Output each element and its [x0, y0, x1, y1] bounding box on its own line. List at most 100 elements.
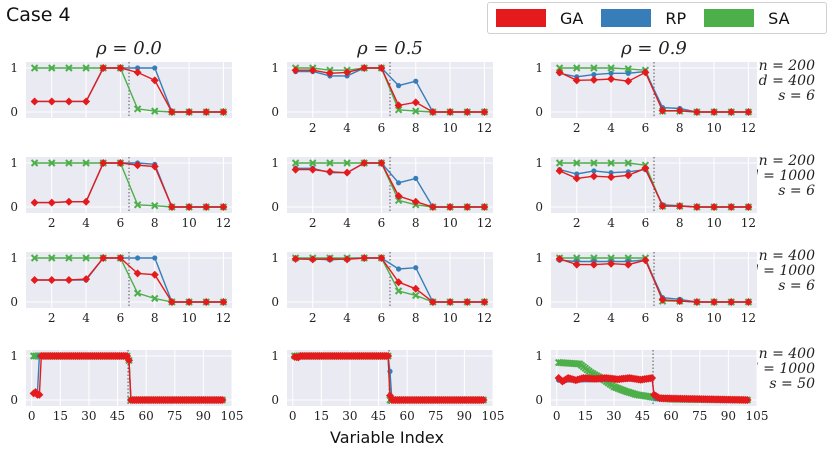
point-rp — [608, 70, 614, 76]
x-tick-label: 10 — [706, 311, 721, 325]
x-tick-label: 105 — [221, 409, 244, 423]
point-ga — [589, 75, 598, 84]
point-ga — [377, 64, 386, 72]
point-ga — [572, 260, 581, 269]
point-ga — [325, 254, 334, 263]
point-ga — [218, 396, 227, 404]
point-ga — [64, 276, 73, 284]
point-ga — [648, 374, 657, 382]
x-tick-label: 10 — [706, 216, 721, 230]
point-ga — [744, 298, 753, 306]
point-sa — [30, 254, 39, 262]
point-rp — [574, 171, 580, 177]
y-tick-label: 0 — [271, 393, 279, 407]
row-label-0-2: s = 6 — [778, 88, 815, 104]
point-sa — [394, 287, 403, 295]
legend-swatch-sa — [704, 9, 755, 27]
point-rp — [395, 266, 402, 272]
point-sa — [82, 159, 90, 167]
y-tick-label: 1 — [10, 349, 18, 363]
x-tick-label: 6 — [117, 311, 125, 325]
point-ga — [446, 203, 455, 211]
point-ga — [658, 202, 667, 211]
point-sa — [30, 159, 39, 167]
point-ga — [744, 203, 753, 211]
x-tick-label: 8 — [412, 121, 420, 135]
point-sa — [48, 254, 56, 262]
x-tick-label: 8 — [151, 311, 159, 325]
point-ga — [219, 203, 228, 211]
x-tick-label: 8 — [676, 216, 684, 230]
point-ga — [99, 159, 108, 167]
x-tick-label: 2 — [309, 121, 317, 135]
point-rp — [591, 72, 597, 78]
point-ga — [589, 260, 598, 269]
legend-swatch-ga — [496, 9, 546, 27]
y-tick-label: 0 — [535, 295, 543, 309]
x-tick-label: 10 — [181, 216, 196, 230]
point-ga — [291, 254, 300, 263]
point-ga — [394, 192, 403, 200]
point-sa — [394, 106, 403, 114]
point-ga — [607, 173, 616, 182]
point-ga — [185, 203, 194, 211]
point-ga — [727, 108, 736, 116]
point-ga — [133, 269, 142, 278]
x-tick-label: 12 — [741, 311, 756, 325]
case-title: Case 4 — [6, 4, 71, 26]
point-ga — [185, 298, 194, 306]
point-ga — [607, 259, 616, 268]
y-tick-label: 1 — [535, 61, 543, 75]
x-tick-label: 12 — [216, 311, 231, 325]
point-sa — [48, 64, 56, 72]
point-sa — [65, 64, 73, 72]
point-ga — [710, 298, 719, 306]
point-rp — [395, 83, 402, 89]
point-ga — [377, 254, 386, 262]
point-ga — [167, 298, 176, 306]
legend-item-rp: RP — [601, 9, 686, 28]
x-tick-label: 45 — [110, 409, 125, 423]
x-tick-label: 4 — [82, 311, 90, 325]
point-ga — [30, 198, 39, 207]
point-ga — [463, 108, 472, 116]
x-tick-label: 90 — [457, 409, 472, 423]
point-ga — [47, 198, 56, 207]
x-tick-label: 0 — [28, 409, 36, 423]
row-label-0-1: d = 400 — [759, 73, 815, 89]
point-ga — [99, 64, 108, 72]
x-tick-label: 105 — [746, 409, 769, 423]
row-label-2-2: s = 6 — [778, 278, 815, 294]
point-ga — [82, 275, 91, 284]
point-sa — [607, 64, 615, 72]
point-ga — [99, 254, 108, 262]
x-tick-label: 75 — [428, 409, 443, 423]
point-ga — [202, 298, 211, 306]
point-ga — [308, 165, 317, 174]
y-tick-label: 0 — [535, 393, 543, 407]
point-rp — [608, 170, 614, 176]
point-ga — [624, 171, 633, 180]
column-title-1: ρ = 0.5 — [356, 38, 423, 59]
legend: GA RP SA — [487, 2, 827, 34]
x-tick-label: 15 — [53, 409, 68, 423]
x-tick-label: 8 — [676, 121, 684, 135]
point-ga — [710, 108, 719, 116]
point-ga — [479, 396, 488, 404]
point-ga — [116, 159, 125, 167]
row-label-1-1: d = 1000 — [750, 168, 815, 184]
x-tick-label: 2 — [573, 216, 581, 230]
point-ga — [555, 166, 564, 175]
point-ga — [125, 356, 133, 365]
point-ga — [480, 298, 489, 306]
legend-item-ga: GA — [496, 9, 583, 28]
y-tick-label: 0 — [10, 200, 18, 214]
point-sa — [573, 159, 581, 167]
point-ga — [133, 161, 142, 170]
y-tick-label: 0 — [10, 295, 18, 309]
point-ga — [116, 254, 125, 262]
point-rp — [625, 70, 631, 76]
row-label-1-2: s = 6 — [778, 183, 815, 199]
point-ga — [446, 298, 455, 306]
